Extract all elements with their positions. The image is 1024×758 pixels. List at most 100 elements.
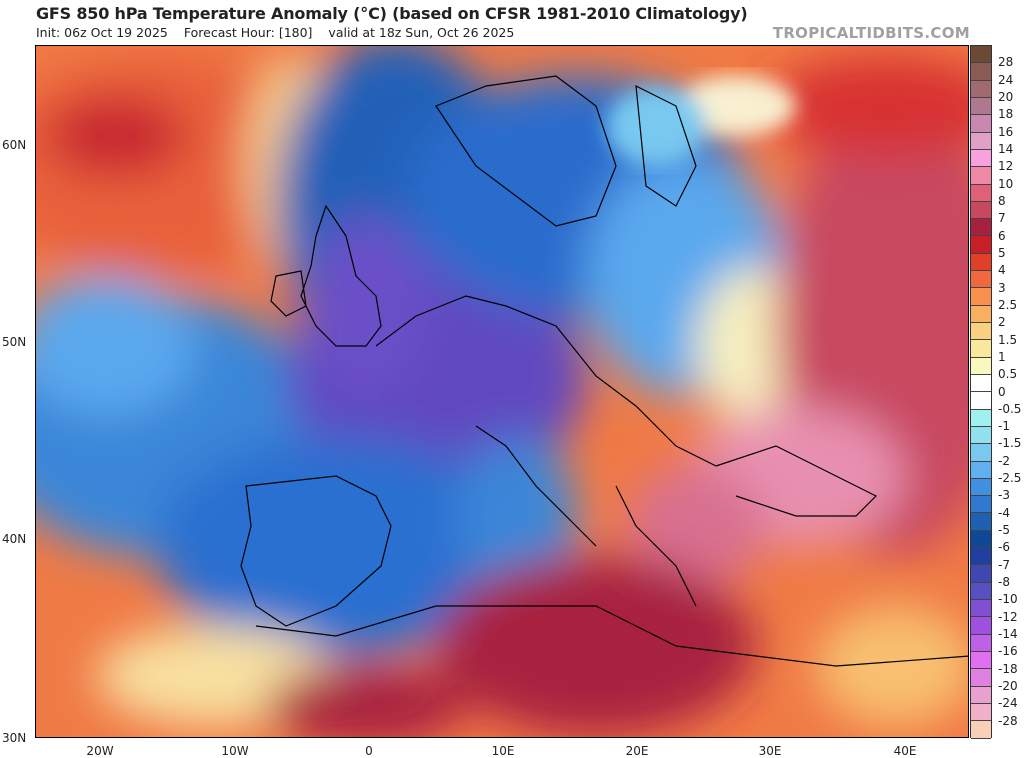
- colorbar-label: 28: [998, 55, 1014, 70]
- colorbar: [970, 45, 992, 739]
- colorbar-segment: [971, 513, 991, 531]
- colorbar-segment: [971, 132, 991, 150]
- colorbar-label: -18: [998, 661, 1018, 676]
- colorbar-label: -6: [998, 540, 1010, 555]
- colorbar-label: 1.5: [998, 332, 1018, 347]
- colorbar-segment: [971, 374, 991, 393]
- colorbar-label: 5: [998, 245, 1006, 260]
- colorbar-label: 14: [998, 141, 1014, 156]
- lon-label-20e: 20E: [625, 744, 649, 758]
- colorbar-segment: [971, 669, 991, 687]
- lon-label-30e: 30E: [758, 744, 782, 758]
- colorbar-label: 10: [998, 176, 1014, 191]
- map-title: GFS 850 hPa Temperature Anomaly (°C) (ba…: [36, 4, 748, 23]
- colorbar-segment: [971, 340, 991, 358]
- colorbar-label: 0.5: [998, 367, 1018, 382]
- colorbar-segment: [971, 305, 991, 323]
- colorbar-label: -0.5: [998, 401, 1022, 416]
- colorbar-label: 6: [998, 228, 1006, 243]
- colorbar-segment: [971, 565, 991, 583]
- map-subtitle: Init: 06z Oct 19 2025 Forecast Hour: [18…: [36, 25, 526, 40]
- colorbar-segment: [971, 461, 991, 479]
- colorbar-segment: [971, 288, 991, 306]
- colorbar-segment: [971, 686, 991, 704]
- colorbar-segment: [971, 530, 991, 549]
- colorbar-segment: [971, 46, 991, 64]
- colorbar-segment: [971, 409, 991, 427]
- colorbar-segment: [971, 426, 991, 445]
- colorbar-label: -3: [998, 488, 1010, 503]
- colorbar-segment: [971, 444, 991, 462]
- colorbar-label: 20: [998, 89, 1014, 104]
- colorbar-segment: [971, 63, 991, 81]
- colorbar-segment: [971, 703, 991, 722]
- colorbar-segment: [971, 478, 991, 497]
- colorbar-segment: [971, 253, 991, 272]
- colorbar-segment: [971, 323, 991, 341]
- lat-label-60n: 60N: [2, 138, 27, 152]
- lon-label-10e: 10E: [491, 744, 515, 758]
- colorbar-segment: [971, 651, 991, 670]
- colorbar-label: -7: [998, 557, 1010, 572]
- colorbar-label: 24: [998, 72, 1014, 87]
- colorbar-label: -10: [998, 592, 1018, 607]
- colorbar-label: -1: [998, 419, 1010, 434]
- colorbar-segment: [971, 392, 991, 410]
- colorbar-segment: [971, 617, 991, 635]
- lon-label-40e: 40E: [893, 744, 917, 758]
- colorbar-segment: [971, 184, 991, 202]
- colorbar-label: -1.5: [998, 436, 1022, 451]
- colorbar-segment: [971, 634, 991, 652]
- colorbar-segment: [971, 219, 991, 237]
- colorbar-label: 16: [998, 124, 1014, 139]
- colorbar-label: -16: [998, 644, 1018, 659]
- lon-label-20w: 20W: [86, 744, 114, 758]
- colorbar-label: 12: [998, 159, 1014, 174]
- colorbar-segment: [971, 496, 991, 514]
- colorbar-segment: [971, 115, 991, 133]
- lon-label-10w: 10W: [221, 744, 249, 758]
- colorbar-label: -2: [998, 453, 1010, 468]
- colorbar-segment: [971, 548, 991, 566]
- anomaly-map: [35, 45, 969, 738]
- valid-time: valid at 18z Sun, Oct 26 2025: [328, 25, 515, 40]
- colorbar-segment: [971, 600, 991, 618]
- colorbar-segment: [971, 582, 991, 600]
- colorbar-segment: [971, 149, 991, 168]
- colorbar-label: -8: [998, 575, 1010, 590]
- colorbar-label: 2: [998, 315, 1006, 330]
- colorbar-label: -4: [998, 505, 1010, 520]
- colorbar-label: -20: [998, 679, 1018, 694]
- colorbar-segment: [971, 201, 991, 220]
- colorbar-segment: [971, 236, 991, 254]
- colorbar-label: -24: [998, 696, 1018, 711]
- colorbar-label: -28: [998, 713, 1018, 728]
- coastlines: [240, 75, 968, 667]
- colorbar-segment: [971, 721, 991, 739]
- brand-watermark: TROPICALTIDBITS.COM: [772, 24, 970, 42]
- colorbar-label: 3: [998, 280, 1006, 295]
- lon-label-0: 0: [365, 744, 373, 758]
- lat-label-50n: 50N: [2, 335, 27, 349]
- anomaly-field: [36, 46, 968, 737]
- colorbar-label: 1: [998, 349, 1006, 364]
- colorbar-label: -5: [998, 523, 1010, 538]
- colorbar-label: 2.5: [998, 297, 1018, 312]
- colorbar-segment: [971, 271, 991, 289]
- forecast-hour: Forecast Hour: [180]: [183, 25, 313, 40]
- colorbar-segment: [971, 97, 991, 116]
- cold-anomaly-iberia: [156, 436, 516, 656]
- colorbar-segment: [971, 167, 991, 185]
- lat-label-40n: 40N: [2, 532, 27, 546]
- warm-anomaly-mediterranean: [436, 556, 756, 736]
- colorbar-label: 4: [998, 263, 1006, 278]
- lat-label-30n: 30N: [2, 731, 27, 745]
- colorbar-label: 8: [998, 193, 1006, 208]
- colorbar-segment: [971, 357, 991, 375]
- colorbar-label: -12: [998, 609, 1018, 624]
- colorbar-label: -2.5: [998, 471, 1022, 486]
- init-time: Init: 06z Oct 19 2025: [36, 25, 168, 40]
- colorbar-label: -14: [998, 627, 1018, 642]
- colorbar-label: 7: [998, 211, 1006, 226]
- colorbar-segment: [971, 80, 991, 98]
